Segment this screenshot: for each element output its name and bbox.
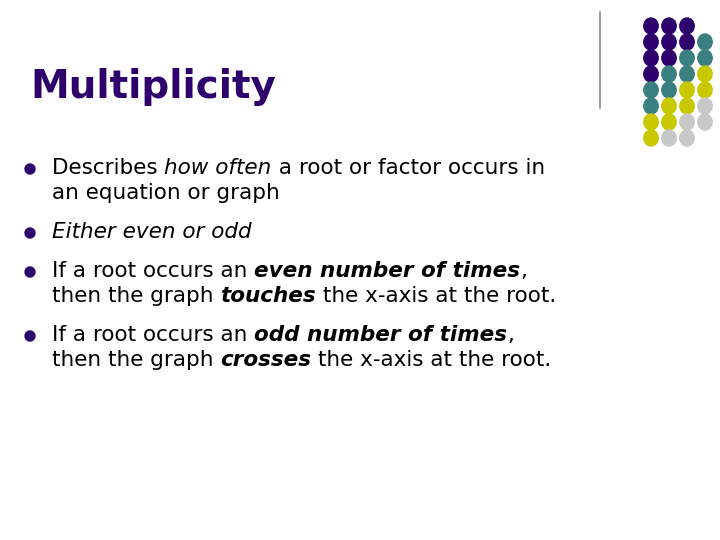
Text: ,: , bbox=[521, 261, 527, 281]
Text: If a root occurs an: If a root occurs an bbox=[52, 325, 254, 345]
Text: how often: how often bbox=[164, 158, 271, 178]
Text: even number of times: even number of times bbox=[254, 261, 521, 281]
Text: the x-axis at the root.: the x-axis at the root. bbox=[316, 286, 557, 306]
Text: then the graph: then the graph bbox=[52, 286, 220, 306]
Text: a root or factor occurs in: a root or factor occurs in bbox=[271, 158, 545, 178]
Text: odd number of times: odd number of times bbox=[254, 325, 508, 345]
Text: crosses: crosses bbox=[220, 350, 311, 370]
Text: Describes: Describes bbox=[52, 158, 164, 178]
Text: touches: touches bbox=[220, 286, 316, 306]
Text: the x-axis at the root.: the x-axis at the root. bbox=[311, 350, 552, 370]
Text: then the graph: then the graph bbox=[52, 350, 220, 370]
Text: If a root occurs an: If a root occurs an bbox=[52, 261, 254, 281]
Text: ,: , bbox=[508, 325, 514, 345]
Text: Multiplicity: Multiplicity bbox=[30, 68, 276, 106]
Text: Either even or odd: Either even or odd bbox=[52, 222, 251, 242]
Text: an equation or graph: an equation or graph bbox=[52, 183, 280, 203]
